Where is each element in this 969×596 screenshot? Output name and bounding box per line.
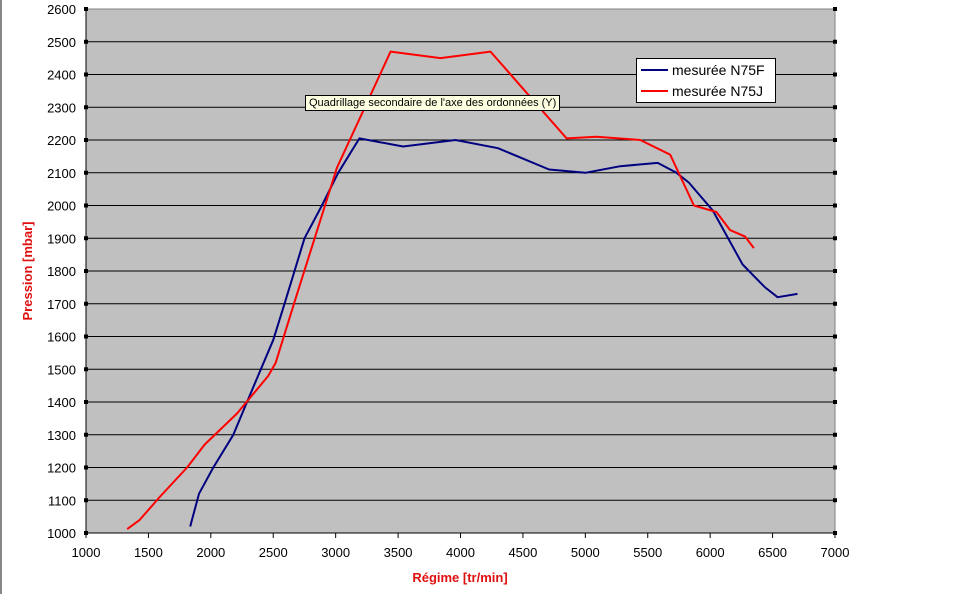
x-tick-label: 7000	[821, 545, 850, 560]
y-tick-label: 1600	[47, 330, 76, 345]
legend-label: mesurée N75F	[672, 62, 765, 78]
y-tick-label: 2400	[47, 68, 76, 83]
y-tick-label: 2100	[47, 166, 76, 181]
selection-handle	[833, 203, 837, 208]
tooltip: Quadrillage secondaire de l'axe des ordo…	[305, 95, 561, 111]
y-tick-label: 1800	[47, 264, 76, 279]
y-tick-label: 2300	[47, 100, 76, 115]
selection-handle	[833, 301, 837, 306]
x-tick-label: 6000	[696, 545, 725, 560]
selection-handle	[833, 334, 837, 339]
x-tick-label: 4000	[446, 545, 475, 560]
y-tick-label: 1000	[47, 526, 76, 541]
legend-swatch	[641, 69, 668, 71]
selection-handle	[833, 7, 837, 11]
y-tick-label: 2200	[47, 133, 76, 148]
x-tick-label: 2500	[259, 545, 288, 560]
selection-handle	[833, 367, 837, 372]
selection-handle	[833, 138, 837, 142]
y-tick-label: 1400	[47, 395, 76, 410]
legend-label: mesurée N75J	[672, 83, 764, 99]
legend-item-n75j: mesurée N75J	[641, 81, 763, 101]
x-tick-label: 1000	[72, 545, 101, 560]
legend[interactable]: mesurée N75F mesurée N75J	[636, 58, 776, 103]
selection-handle	[833, 400, 837, 404]
legend-item-n75f: mesurée N75F	[641, 60, 765, 80]
x-tick-label: 2000	[196, 545, 225, 560]
x-tick-label: 5500	[633, 545, 662, 560]
x-tick-label: 3500	[384, 545, 413, 560]
y-tick-label: 1100	[48, 493, 76, 508]
selection-handle	[833, 170, 837, 175]
y-tick-label: 2000	[47, 199, 76, 214]
legend-swatch	[641, 90, 668, 92]
selection-handle	[833, 465, 837, 470]
x-tick-label: 6500	[758, 545, 787, 560]
y-tick-label: 1500	[47, 362, 76, 377]
series-line-1[interactable]	[126, 50, 755, 530]
y-tick-label: 1700	[47, 297, 76, 312]
y-tick-label: 1300	[47, 428, 76, 443]
x-tick-label: 5000	[571, 545, 600, 560]
selection-handle	[833, 105, 837, 110]
y-tick-label: 1900	[47, 231, 76, 246]
selection-handle	[833, 72, 837, 77]
x-tick-label: 4500	[508, 545, 537, 560]
y-tick-label: 2500	[47, 35, 76, 50]
y-axis-title: Pression [mbar]	[20, 222, 35, 321]
selection-handle	[833, 498, 837, 503]
y-tick-label: 2600	[47, 2, 76, 17]
selection-handle	[833, 236, 837, 241]
x-tick-label: 1500	[134, 545, 163, 560]
x-axis-title: Régime [tr/min]	[412, 570, 507, 585]
selection-handle	[833, 39, 837, 44]
x-tick-label: 3000	[321, 545, 350, 560]
selection-handle	[833, 269, 837, 273]
y-tick-label: 1200	[47, 461, 76, 476]
selection-handle	[833, 432, 837, 437]
